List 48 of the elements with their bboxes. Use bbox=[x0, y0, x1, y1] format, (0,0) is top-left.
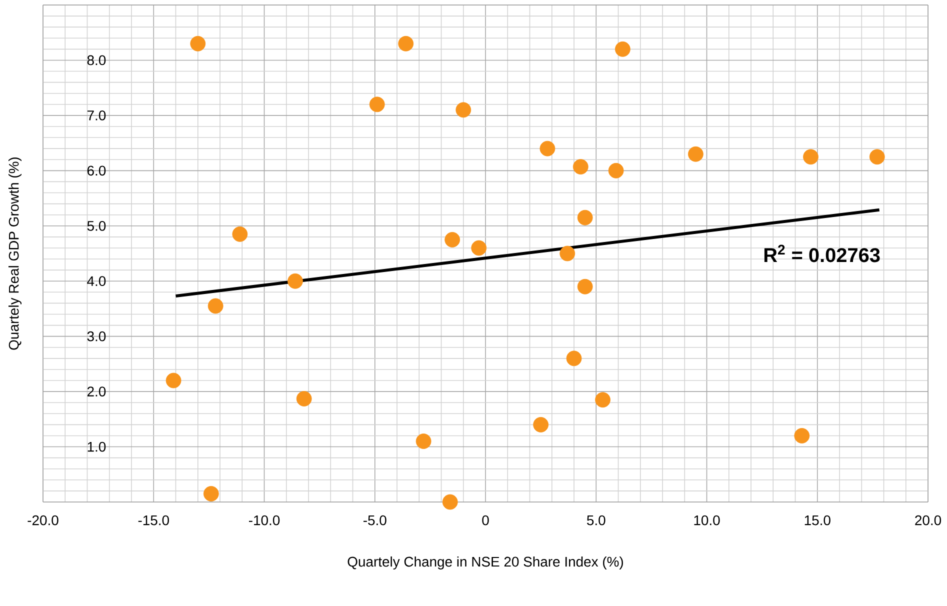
point bbox=[869, 149, 885, 165]
annotation: R$^{2}$ = 0.02763 bbox=[764, 244, 880, 262]
point bbox=[398, 36, 414, 52]
point bbox=[794, 428, 810, 444]
point bbox=[166, 372, 182, 388]
y-tick-label: 4.0 bbox=[87, 276, 106, 286]
point bbox=[560, 246, 576, 262]
point bbox=[288, 273, 303, 289]
x-tick-label: -10.0 bbox=[248, 515, 280, 526]
point bbox=[203, 486, 219, 502]
point bbox=[608, 162, 624, 178]
x-tick-label: 15.0 bbox=[804, 515, 830, 526]
x-tick-label: 20.0 bbox=[915, 515, 942, 526]
x-tick-label: -5.0 bbox=[363, 515, 386, 526]
x-tick-label: 0 bbox=[482, 515, 489, 526]
point bbox=[595, 392, 610, 408]
point bbox=[456, 102, 472, 118]
x-tick-label: 5.0 bbox=[587, 515, 606, 526]
point bbox=[442, 494, 458, 510]
point bbox=[444, 232, 460, 248]
y-tick-label: 1.0 bbox=[88, 442, 106, 452]
point bbox=[208, 298, 224, 314]
y-tick-label: 7.0 bbox=[87, 110, 106, 120]
point bbox=[572, 159, 588, 174]
y-axis-title: Quartely Real GDP Growth (%) bbox=[8, 158, 22, 350]
y-tick-label: 2.0 bbox=[87, 386, 106, 396]
point bbox=[577, 278, 593, 294]
y-tick-label: 3.0 bbox=[87, 331, 106, 342]
point bbox=[577, 210, 593, 226]
point bbox=[533, 416, 549, 432]
y-tick-label: 5.0 bbox=[87, 220, 106, 231]
point bbox=[614, 41, 630, 57]
point bbox=[688, 146, 704, 162]
point bbox=[190, 36, 206, 52]
point bbox=[232, 226, 248, 242]
y-tick-label: 8.0 bbox=[87, 55, 106, 66]
x-tick-label: 10.0 bbox=[694, 515, 720, 526]
point bbox=[416, 434, 432, 449]
point bbox=[540, 140, 556, 156]
x-axis-title: Quartely Change in NSE 20 Share Index (%) bbox=[348, 556, 623, 570]
point bbox=[296, 391, 312, 406]
point bbox=[566, 350, 582, 366]
x-tick-label: -15.0 bbox=[138, 515, 169, 526]
y-tick-label: 6.0 bbox=[87, 166, 106, 176]
point bbox=[471, 240, 487, 256]
point bbox=[369, 96, 385, 112]
point bbox=[803, 149, 818, 165]
x-tick-label: -20.0 bbox=[28, 515, 58, 526]
